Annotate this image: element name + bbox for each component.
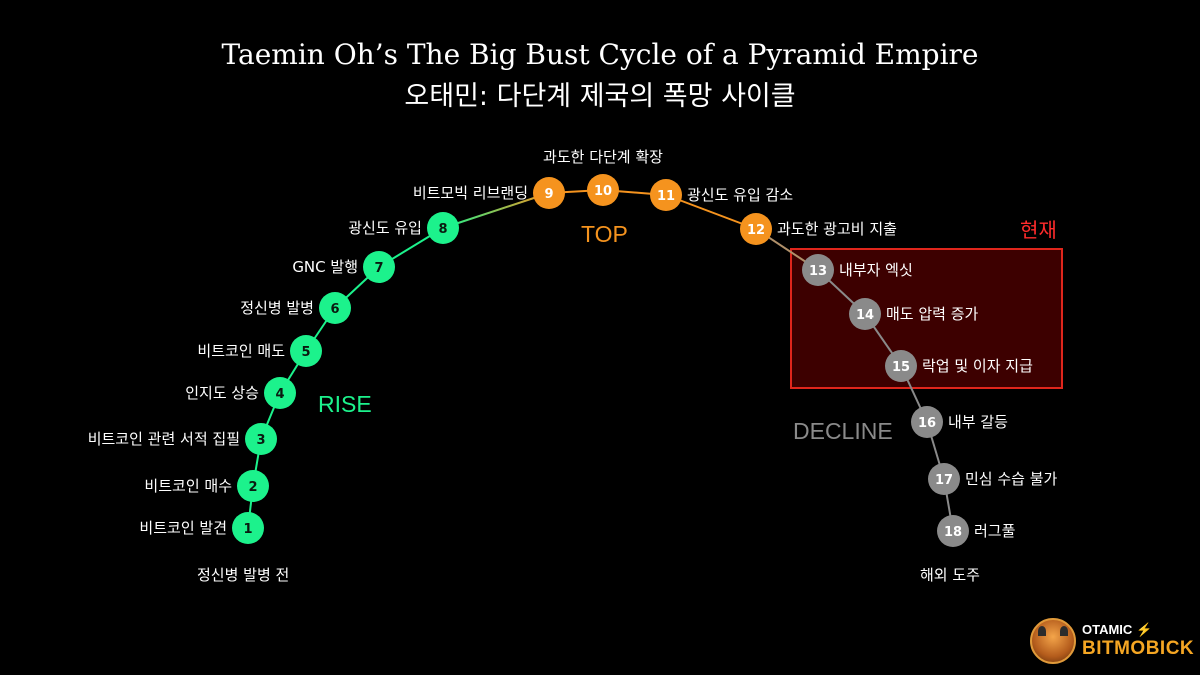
- cycle-step-2: 2 비트코인 매수: [144, 470, 269, 502]
- step-number: 2: [248, 480, 257, 495]
- step-label: 광신도 유입: [348, 219, 422, 237]
- step-node: [911, 406, 943, 438]
- logo-line1: OTAMIC: [1082, 622, 1133, 637]
- step-number: 9: [544, 187, 553, 202]
- cycle-nodes: 1 비트코인 발견 2 비트코인 매수 3 비트코인 관련 서적 집필 4 인지도 상승 5 비트…: [88, 148, 1058, 547]
- lightning-icon: ⚡: [1135, 622, 1153, 637]
- cycle-step-15: 15 락업 및 이자 지급: [885, 350, 1033, 382]
- step-number: 18: [944, 525, 962, 540]
- cycle-step-9: 9 비트모빅 리브랜딩: [413, 177, 565, 209]
- step-number: 6: [330, 302, 339, 317]
- step-number: 12: [747, 223, 765, 238]
- step-node: [802, 254, 834, 286]
- step-number: 8: [438, 222, 447, 237]
- phase-rise-label: RISE: [318, 391, 372, 417]
- cycle-step-13: 13 내부자 엑싯: [802, 254, 913, 286]
- step-number: 17: [935, 473, 953, 488]
- current-label: 현재: [1020, 218, 1057, 242]
- step-label: 비트모빅 리브랜딩: [413, 184, 528, 202]
- step-label: 내부 갈등: [948, 413, 1008, 431]
- step-label: 민심 수습 불가: [965, 470, 1058, 488]
- step-number: 16: [918, 416, 936, 431]
- step-number: 1: [243, 522, 252, 537]
- step-node: [363, 251, 395, 283]
- step-number: 3: [256, 433, 265, 448]
- phase-top-label: TOP: [581, 221, 628, 247]
- step-node: [319, 292, 351, 324]
- step-number: 7: [374, 261, 383, 276]
- cycle-step-18: 18 러그풀: [937, 515, 1015, 547]
- step-label: 비트코인 발견: [139, 519, 227, 537]
- step-node: [740, 213, 772, 245]
- step-node: [885, 350, 917, 382]
- cycle-step-14: 14 매도 압력 증가: [849, 298, 979, 330]
- step-number: 14: [856, 308, 874, 323]
- step-node: [587, 174, 619, 206]
- step-number: 5: [301, 345, 310, 360]
- step-label: 러그풀: [974, 522, 1015, 540]
- step-node: [264, 377, 296, 409]
- step-number: 11: [657, 189, 675, 204]
- step-label: 광신도 유입 감소: [687, 186, 793, 204]
- step-node: [937, 515, 969, 547]
- step-label: 매도 압력 증가: [886, 305, 979, 323]
- step-number: 10: [594, 184, 612, 199]
- cycle-step-3: 3 비트코인 관련 서적 집필: [88, 423, 277, 455]
- cycle-step-17: 17 민심 수습 불가: [928, 463, 1058, 495]
- step-label: 과도한 다단계 확장: [543, 148, 663, 166]
- logo-line2: BITMOBICK: [1082, 638, 1195, 659]
- start-label: 정신병 발병 전: [197, 566, 289, 584]
- cycle-edge: [665, 194, 757, 230]
- phase-decline-label: DECLINE: [793, 418, 893, 444]
- title-english: Taemin Oh’s The Big Bust Cycle of a Pyra…: [221, 38, 979, 71]
- step-node: [245, 423, 277, 455]
- cycle-step-16: 16 내부 갈등: [911, 406, 1008, 438]
- step-node: [427, 212, 459, 244]
- cycle-step-11: 11 광신도 유입 감소: [650, 179, 793, 211]
- step-label: 내부자 엑싯: [839, 261, 913, 279]
- current-highlight-box: [790, 248, 1063, 389]
- step-node: [928, 463, 960, 495]
- step-node: [849, 298, 881, 330]
- cycle-step-6: 6 정신병 발병: [240, 292, 351, 324]
- step-label: 비트코인 매수: [144, 477, 232, 495]
- step-label: 비트코인 매도: [197, 342, 285, 360]
- step-label: 인지도 상승: [185, 384, 259, 402]
- step-number: 15: [892, 360, 910, 375]
- step-label: 비트코인 관련 서적 집필: [88, 430, 240, 448]
- step-node: [290, 335, 322, 367]
- step-label: 락업 및 이자 지급: [922, 357, 1033, 375]
- step-node: [237, 470, 269, 502]
- step-label: GNC 발행: [292, 258, 358, 276]
- end-label: 해외 도주: [920, 566, 980, 584]
- step-number: 4: [275, 387, 284, 402]
- cycle-edge: [442, 192, 550, 229]
- step-node: [650, 179, 682, 211]
- step-number: 13: [809, 264, 827, 279]
- cycle-step-4: 4 인지도 상승: [185, 377, 296, 409]
- cycle-step-7: 7 GNC 발행: [292, 251, 395, 283]
- cycle-step-5: 5 비트코인 매도: [197, 335, 322, 367]
- cycle-step-8: 8 광신도 유입: [348, 212, 459, 244]
- step-node: [232, 512, 264, 544]
- cycle-step-12: 12 과도한 광고비 지출: [740, 213, 897, 245]
- title-korean: 오태민: 다단계 제국의 폭망 사이클: [404, 81, 796, 112]
- cycle-step-1: 1 비트코인 발견: [139, 512, 264, 544]
- step-node: [533, 177, 565, 209]
- cycle-step-10: 10 과도한 다단계 확장: [543, 148, 663, 206]
- bull-mascot-icon: [1030, 618, 1076, 664]
- brand-logo: OTAMIC ⚡ BITMOBICK: [1030, 618, 1194, 668]
- step-label: 정신병 발병: [240, 299, 314, 317]
- step-label: 과도한 광고비 지출: [777, 220, 897, 238]
